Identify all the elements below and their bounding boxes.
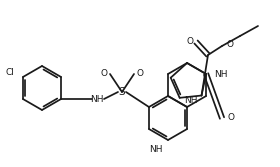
Text: O: O — [186, 37, 193, 45]
Text: NH: NH — [90, 95, 104, 104]
Text: O: O — [228, 114, 235, 123]
Text: O: O — [101, 68, 108, 77]
Text: NH: NH — [214, 69, 228, 78]
Text: O: O — [136, 68, 143, 77]
Text: Cl: Cl — [5, 67, 14, 76]
Text: NH: NH — [185, 96, 198, 105]
Text: O: O — [227, 40, 234, 48]
Text: NH: NH — [150, 145, 163, 154]
Text: S: S — [119, 87, 125, 97]
